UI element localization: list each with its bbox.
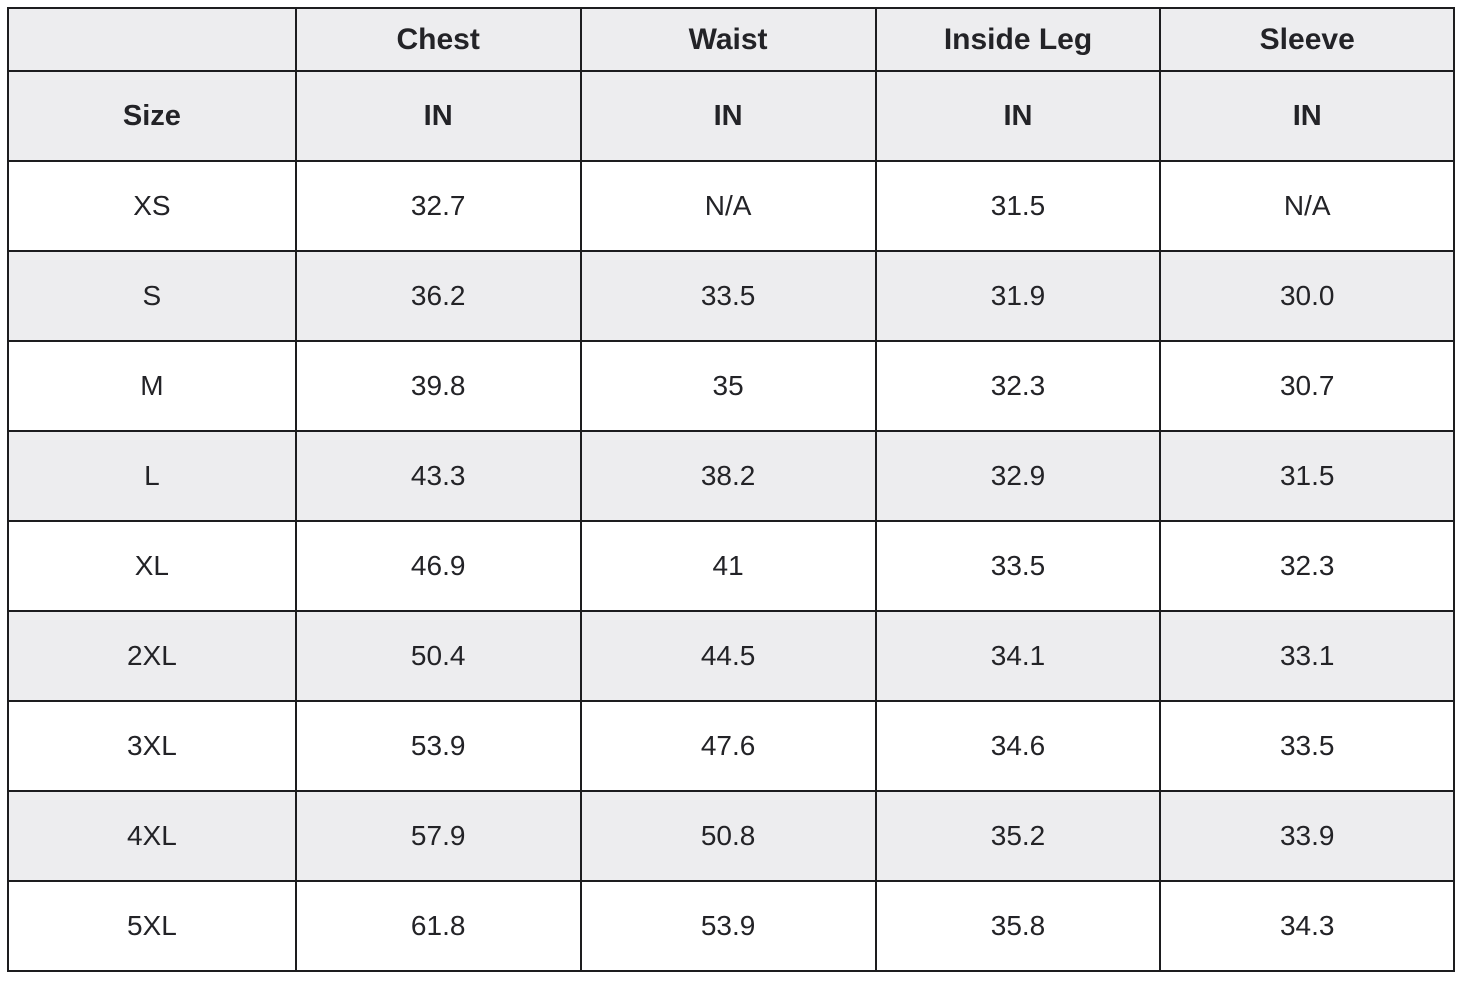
table-row-l: L 43.3 38.2 32.9 31.5 (7, 430, 1455, 522)
waist-cell: 44.5 (579, 610, 877, 702)
sleeve-cell: N/A (1159, 160, 1455, 252)
table-row-3xl: 3XL 53.9 47.6 34.6 33.5 (7, 700, 1455, 792)
size-cell: 4XL (7, 790, 297, 882)
table-row-xl: XL 46.9 41 33.5 32.3 (7, 520, 1455, 612)
unit-cell-sleeve: IN (1159, 70, 1455, 162)
chest-cell: 39.8 (294, 340, 582, 432)
header-cell-waist: Waist (579, 7, 877, 72)
unit-cell-waist: IN (579, 70, 877, 162)
waist-cell: 47.6 (579, 700, 877, 792)
size-cell: 5XL (7, 880, 297, 972)
size-cell: L (7, 430, 297, 522)
chest-cell: 46.9 (294, 520, 582, 612)
size-cell: S (7, 250, 297, 342)
table-row-m: M 39.8 35 32.3 30.7 (7, 340, 1455, 432)
chest-cell: 57.9 (294, 790, 582, 882)
table-row-5xl: 5XL 61.8 53.9 35.8 34.3 (7, 880, 1455, 972)
header-cell-sleeve: Sleeve (1159, 7, 1455, 72)
chest-cell: 61.8 (294, 880, 582, 972)
table-row-4xl: 4XL 57.9 50.8 35.2 33.9 (7, 790, 1455, 882)
waist-cell: N/A (579, 160, 877, 252)
inside-leg-cell: 33.5 (874, 520, 1162, 612)
inside-leg-cell: 35.8 (874, 880, 1162, 972)
waist-cell: 38.2 (579, 430, 877, 522)
header-cell-blank (7, 7, 297, 72)
unit-cell-size: Size (7, 70, 297, 162)
sleeve-cell: 34.3 (1159, 880, 1455, 972)
inside-leg-cell: 32.3 (874, 340, 1162, 432)
inside-leg-cell: 32.9 (874, 430, 1162, 522)
chest-cell: 32.7 (294, 160, 582, 252)
header-cell-chest: Chest (294, 7, 582, 72)
measurement-header-row: Chest Waist Inside Leg Sleeve (7, 7, 1455, 72)
table-row-s: S 36.2 33.5 31.9 30.0 (7, 250, 1455, 342)
waist-cell: 41 (579, 520, 877, 612)
waist-cell: 53.9 (579, 880, 877, 972)
inside-leg-cell: 31.5 (874, 160, 1162, 252)
chest-cell: 43.3 (294, 430, 582, 522)
size-cell: 2XL (7, 610, 297, 702)
sleeve-cell: 30.7 (1159, 340, 1455, 432)
table-row-xs: XS 32.7 N/A 31.5 N/A (7, 160, 1455, 252)
sleeve-cell: 31.5 (1159, 430, 1455, 522)
sleeve-cell: 30.0 (1159, 250, 1455, 342)
inside-leg-cell: 35.2 (874, 790, 1162, 882)
inside-leg-cell: 34.1 (874, 610, 1162, 702)
inside-leg-cell: 34.6 (874, 700, 1162, 792)
sleeve-cell: 33.9 (1159, 790, 1455, 882)
size-chart-table: Chest Waist Inside Leg Sleeve Size IN IN… (7, 7, 1455, 972)
table-row-2xl: 2XL 50.4 44.5 34.1 33.1 (7, 610, 1455, 702)
unit-header-row: Size IN IN IN IN (7, 70, 1455, 162)
waist-cell: 35 (579, 340, 877, 432)
size-cell: XL (7, 520, 297, 612)
unit-cell-chest: IN (294, 70, 582, 162)
chest-cell: 36.2 (294, 250, 582, 342)
chest-cell: 53.9 (294, 700, 582, 792)
inside-leg-cell: 31.9 (874, 250, 1162, 342)
waist-cell: 50.8 (579, 790, 877, 882)
header-cell-inside-leg: Inside Leg (874, 7, 1162, 72)
waist-cell: 33.5 (579, 250, 877, 342)
size-cell: XS (7, 160, 297, 252)
size-cell: 3XL (7, 700, 297, 792)
unit-cell-inside-leg: IN (874, 70, 1162, 162)
sleeve-cell: 33.5 (1159, 700, 1455, 792)
sleeve-cell: 32.3 (1159, 520, 1455, 612)
chest-cell: 50.4 (294, 610, 582, 702)
size-cell: M (7, 340, 297, 432)
sleeve-cell: 33.1 (1159, 610, 1455, 702)
